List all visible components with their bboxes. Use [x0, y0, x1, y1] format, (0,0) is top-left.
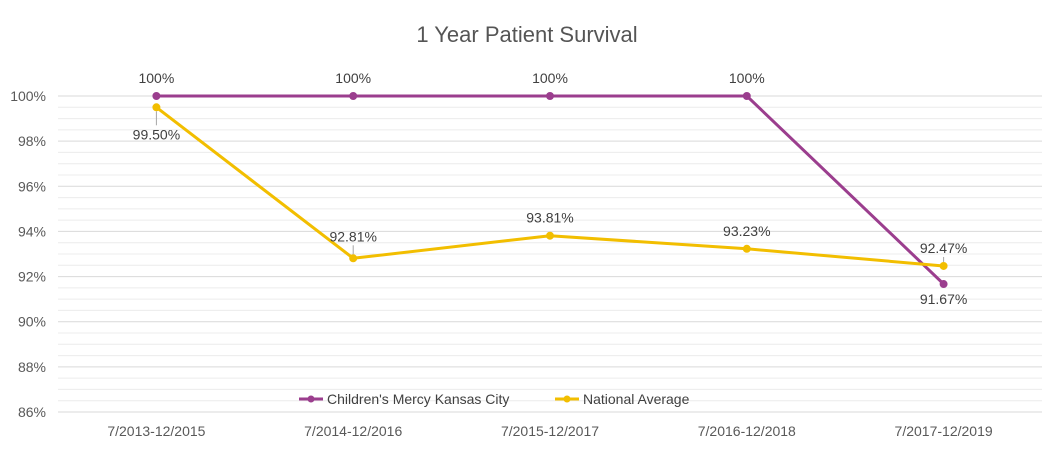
- y-tick-label: 92%: [18, 269, 46, 285]
- y-tick-label: 98%: [18, 133, 46, 149]
- y-tick-label: 86%: [18, 404, 46, 420]
- data-label: 100%: [729, 70, 765, 86]
- data-point: [349, 254, 358, 263]
- x-tick-label: 7/2016-12/2018: [698, 423, 796, 439]
- x-tick-label: 7/2013-12/2015: [107, 423, 205, 439]
- legend-swatch-marker: [563, 395, 571, 403]
- data-point: [742, 92, 751, 100]
- x-tick-label: 7/2015-12/2017: [501, 423, 599, 439]
- data-label: 93.81%: [526, 210, 573, 226]
- y-tick-label: 100%: [10, 88, 46, 104]
- data-label: 99.50%: [133, 126, 180, 142]
- data-label: 93.23%: [723, 223, 770, 239]
- data-label: 100%: [532, 70, 568, 86]
- data-point: [152, 103, 161, 112]
- data-point: [939, 261, 948, 270]
- data-label: 92.81%: [329, 228, 376, 244]
- data-point: [939, 280, 948, 289]
- data-labels: 100% 100% 100% 100% 91.67% 99.50% 92.81% 93.81%…: [133, 70, 968, 307]
- gridlines: [58, 95, 1042, 413]
- y-tick-label: 90%: [18, 314, 46, 330]
- legend: Children's Mercy Kansas City National Ave…: [299, 391, 690, 407]
- y-tick-label: 94%: [18, 223, 46, 239]
- chart-title: 1 Year Patient Survival: [416, 22, 637, 47]
- legend-label: National Average: [583, 391, 690, 407]
- x-tick-label: 7/2017-12/2019: [895, 423, 993, 439]
- y-tick-label: 96%: [18, 178, 46, 194]
- data-point: [152, 92, 161, 100]
- y-tick-label: 88%: [18, 359, 46, 375]
- data-label: 91.67%: [920, 291, 967, 307]
- legend-label: Children's Mercy Kansas City: [327, 391, 509, 407]
- data-label: 100%: [138, 70, 174, 86]
- data-label: 100%: [335, 70, 371, 86]
- x-tick-label: 7/2014-12/2016: [304, 423, 402, 439]
- data-point: [546, 92, 554, 100]
- data-label: 92.47%: [920, 240, 967, 256]
- data-point: [546, 231, 554, 240]
- data-point: [349, 92, 358, 100]
- series: [152, 92, 948, 289]
- data-point: [742, 244, 751, 253]
- legend-swatch-marker: [307, 395, 315, 403]
- axes: 86% 88% 90% 92% 94% 96% 98% 100% 7/2013-12/2015 7…: [10, 88, 993, 439]
